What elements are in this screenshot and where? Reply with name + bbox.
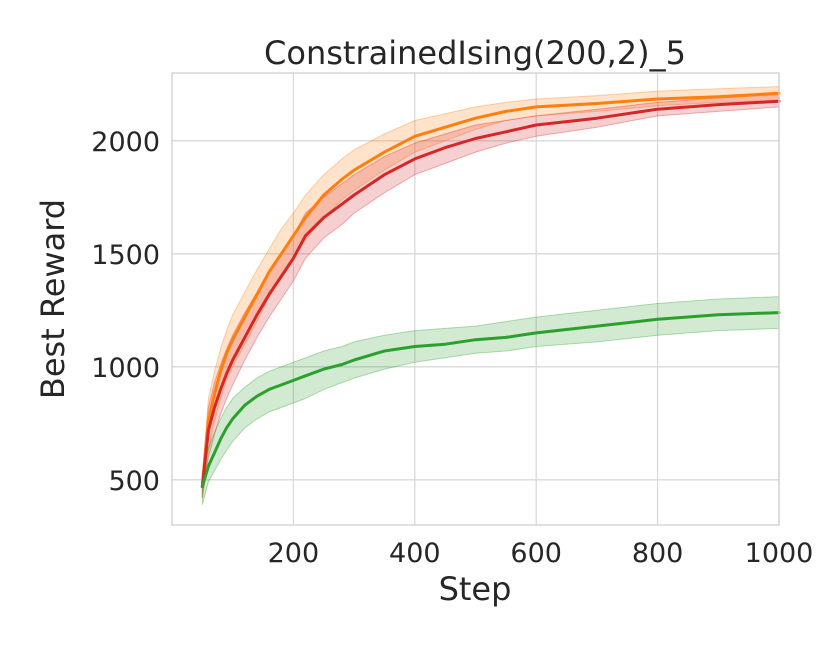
series-2-line xyxy=(200,311,781,489)
y-tick-label: 1000 xyxy=(91,353,160,384)
chart-title: ConstrainedIsing(200,2)_5 xyxy=(264,34,686,72)
x-tick-label: 600 xyxy=(510,538,562,569)
x-tick-label: 1000 xyxy=(745,538,814,569)
y-tick-label: 500 xyxy=(108,466,160,497)
series-0-line xyxy=(200,91,781,489)
series-1-line xyxy=(200,99,781,489)
x-axis-label: Step xyxy=(439,570,512,608)
y-axis-label: Best Reward xyxy=(34,199,72,399)
y-tick-label: 1500 xyxy=(91,240,160,271)
x-tick-label: 800 xyxy=(632,538,684,569)
series-0-band xyxy=(201,86,780,498)
tick-labels: 200 400 600 800 1000 500 1000 1500 2000 xyxy=(91,127,813,569)
x-tick-label: 200 xyxy=(268,538,320,569)
confidence-bands xyxy=(201,86,780,505)
series-lines xyxy=(200,91,781,489)
plot-frame xyxy=(171,72,780,526)
series-1-band xyxy=(201,93,780,498)
series-2-band xyxy=(201,296,780,505)
x-tick-label: 400 xyxy=(389,538,441,569)
y-tick-label: 2000 xyxy=(91,127,160,158)
